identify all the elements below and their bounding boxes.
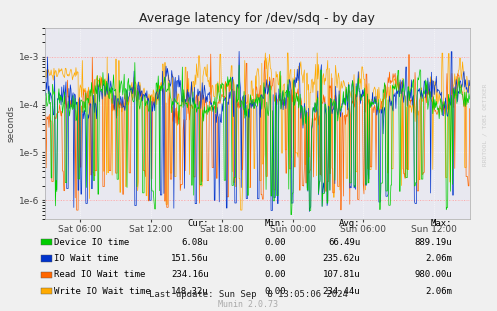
Text: 148.32u: 148.32u xyxy=(171,287,209,295)
Text: 235.62u: 235.62u xyxy=(323,254,360,263)
Text: IO Wait time: IO Wait time xyxy=(54,254,118,263)
Text: RRDTOOL / TOBI OETIKER: RRDTOOL / TOBI OETIKER xyxy=(482,83,487,166)
Text: 889.19u: 889.19u xyxy=(414,238,452,247)
Text: Device IO time: Device IO time xyxy=(54,238,129,247)
Text: 234.16u: 234.16u xyxy=(171,271,209,279)
Text: Write IO Wait time: Write IO Wait time xyxy=(54,287,151,295)
Y-axis label: seconds: seconds xyxy=(7,105,16,142)
Text: Max:: Max: xyxy=(431,219,452,228)
Text: 0.00: 0.00 xyxy=(264,287,286,295)
Text: Avg:: Avg: xyxy=(339,219,360,228)
Text: 151.56u: 151.56u xyxy=(171,254,209,263)
Text: 234.44u: 234.44u xyxy=(323,287,360,295)
Text: Cur:: Cur: xyxy=(187,219,209,228)
Text: 0.00: 0.00 xyxy=(264,271,286,279)
Text: 2.06m: 2.06m xyxy=(425,287,452,295)
Text: Read IO Wait time: Read IO Wait time xyxy=(54,271,145,279)
Text: 6.08u: 6.08u xyxy=(182,238,209,247)
Text: 980.00u: 980.00u xyxy=(414,271,452,279)
Text: 66.49u: 66.49u xyxy=(328,238,360,247)
Text: Munin 2.0.73: Munin 2.0.73 xyxy=(219,300,278,309)
Text: 0.00: 0.00 xyxy=(264,254,286,263)
Text: 107.81u: 107.81u xyxy=(323,271,360,279)
Title: Average latency for /dev/sdq - by day: Average latency for /dev/sdq - by day xyxy=(139,12,375,26)
Text: Min:: Min: xyxy=(264,219,286,228)
Text: 2.06m: 2.06m xyxy=(425,254,452,263)
Text: 0.00: 0.00 xyxy=(264,238,286,247)
Text: Last update: Sun Sep  8 13:05:06 2024: Last update: Sun Sep 8 13:05:06 2024 xyxy=(149,290,348,299)
